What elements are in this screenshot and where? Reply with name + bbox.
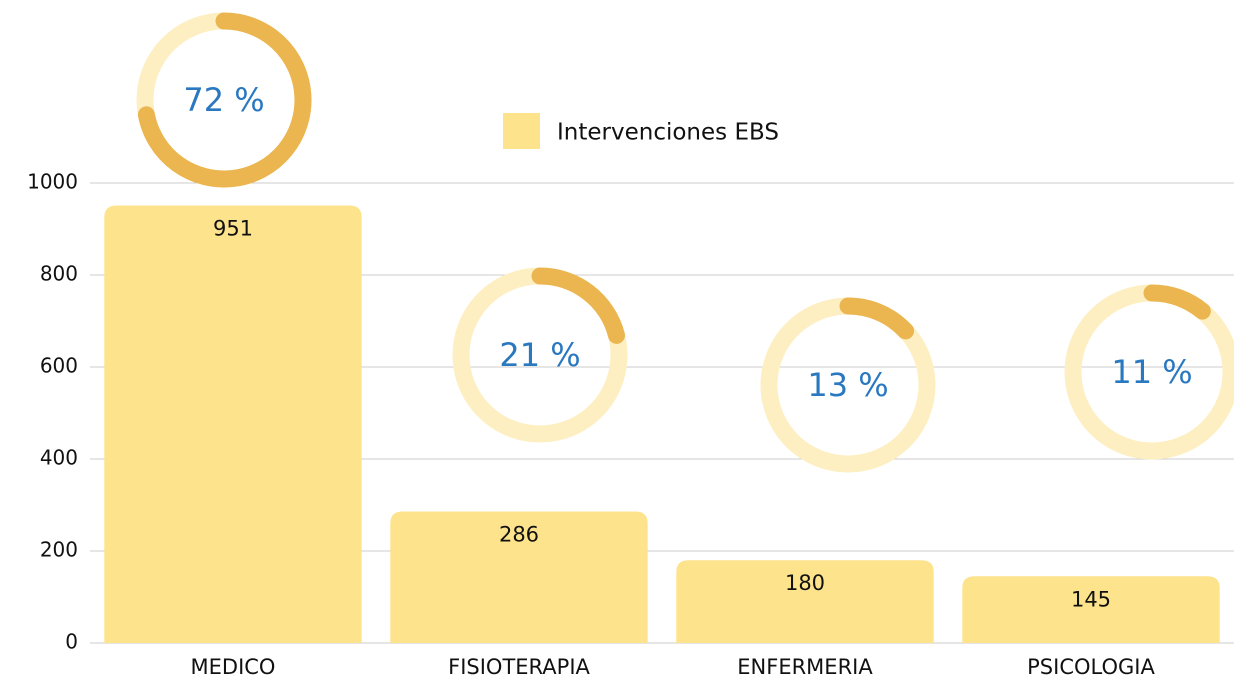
data-label: 951 [213, 217, 253, 241]
y-tick-label: 800 [40, 262, 78, 286]
y-tick-label: 600 [40, 354, 78, 378]
bar [104, 205, 362, 644]
donut-label: 21 % [499, 336, 580, 374]
x-tick-label: MEDICO [191, 655, 276, 679]
donut-label: 72 % [183, 81, 264, 119]
bar [390, 511, 648, 643]
x-tick-label: FISIOTERAPIA [448, 655, 590, 679]
y-tick-label: 0 [65, 630, 78, 654]
data-label: 145 [1071, 587, 1111, 611]
donut-label: 11 % [1111, 353, 1192, 391]
data-label: 286 [499, 522, 539, 546]
legend-label: Intervenciones EBS [557, 120, 779, 146]
x-tick-label: ENFERMERIA [737, 655, 873, 679]
donut-arc [1143, 284, 1211, 320]
bar [962, 576, 1220, 643]
y-tick-label: 400 [40, 446, 78, 470]
donut-arc [137, 12, 312, 188]
bar [676, 560, 934, 643]
donut-label: 13 % [807, 366, 888, 404]
data-label: 180 [785, 571, 825, 595]
x-tick-label: PSICOLOGIA [1027, 655, 1155, 679]
legend-swatch [503, 113, 540, 149]
y-tick-label: 1000 [27, 170, 78, 194]
donut-arc [839, 297, 915, 340]
y-tick-label: 200 [40, 538, 78, 562]
donut-arc [531, 267, 626, 344]
